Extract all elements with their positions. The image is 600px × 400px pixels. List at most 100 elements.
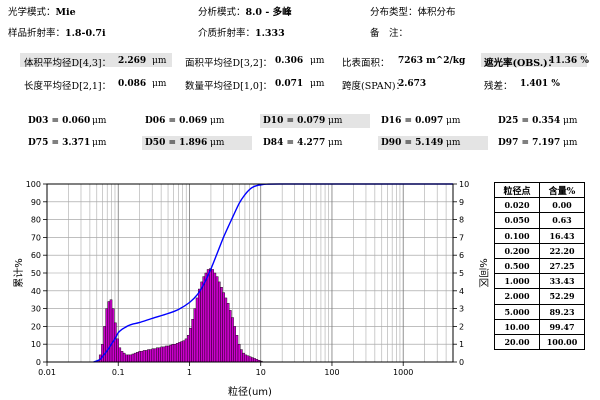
differential-bar — [186, 335, 190, 363]
y-tick-label: 20 — [31, 322, 41, 331]
d97-unit: μm — [563, 138, 578, 148]
d16-unit: μm — [446, 116, 461, 126]
y2-tick-label: 9 — [459, 198, 464, 207]
differential-bar — [235, 335, 239, 363]
differential-bar — [127, 354, 130, 363]
x-tick-label: 100 — [324, 368, 339, 377]
differential-bar — [206, 269, 210, 363]
d50-label: D50 = 1.896 — [145, 138, 208, 148]
differential-bar — [204, 272, 208, 363]
differential-bar — [200, 281, 203, 363]
content-cell: 0.00 — [539, 197, 585, 214]
particle-size-chart: 0 10 20 30 40 50 60 70 80 90 100 0 1 2 3 4 5 6 7 8 9 10 0.01… — [12, 180, 490, 398]
differential-bar — [142, 350, 146, 363]
analysis-mode-label: 分析模式： — [198, 7, 246, 18]
differential-bar — [107, 301, 111, 363]
differential-bar — [136, 352, 139, 363]
d03-unit: μm — [92, 116, 107, 126]
d25-unit: μm — [563, 116, 578, 126]
table-row: 20.00 100.00 — [494, 333, 585, 351]
differential-bar — [133, 352, 137, 363]
differential-bar — [131, 353, 135, 363]
y2-tick-label: 1 — [459, 340, 464, 349]
span-value: 2.673 — [398, 79, 427, 89]
table-header-row: 粒径点 含量% — [494, 181, 585, 199]
table-row: 5.000 89.23 — [494, 303, 585, 320]
y2-tick-label: 4 — [459, 287, 464, 296]
size-cell: 0.050 — [494, 212, 540, 229]
y2-tick-label: 7 — [459, 233, 464, 242]
y2-axis-ticks: 0 1 2 3 4 5 6 7 8 9 10 — [453, 180, 469, 367]
d43-label: 体积平均径D[4,3]： — [24, 58, 112, 69]
span-label: 跨度(SPAN)： — [342, 81, 406, 92]
differential-bar — [191, 319, 194, 363]
obs-label: 遮光率(OBS.)： — [484, 58, 558, 69]
differential-bar — [101, 344, 104, 363]
differential-bar — [248, 356, 252, 363]
content-cell: 27.25 — [539, 257, 585, 275]
differential-bar — [167, 345, 170, 363]
distribution-type-label: 分布类型： — [370, 7, 418, 18]
differential-bar — [244, 354, 248, 363]
differential-bar — [147, 349, 150, 363]
differential-bar — [120, 351, 124, 363]
differential-bar — [125, 354, 128, 363]
size-cell: 2.000 — [494, 288, 540, 305]
differential-bar — [242, 352, 245, 363]
col-content-header: 含量% — [539, 181, 585, 199]
d32-unit: μm — [310, 56, 325, 66]
ssa-value: 7263 m^2/kg — [398, 56, 466, 66]
differential-bar — [224, 297, 228, 363]
y-tick-label: 70 — [31, 233, 41, 242]
d10mean-label: 数量平均径D[1,0]： — [185, 81, 273, 92]
differential-bar — [103, 326, 106, 363]
residual-value: 1.401 % — [520, 79, 560, 89]
d21-label: 长度平均径D[2,1]： — [24, 81, 112, 92]
differential-bar — [251, 357, 254, 363]
y2-tick-label: 10 — [459, 180, 469, 189]
d43-shade — [20, 53, 172, 67]
differential-bar — [233, 326, 236, 363]
table-row: 0.100 16.43 — [494, 227, 585, 244]
medium-ri-label: 介质折射率： — [198, 28, 256, 39]
d43-unit: μm — [152, 56, 167, 66]
d10-unit: μm — [328, 116, 343, 126]
d10-shade — [260, 114, 370, 128]
residual-label: 残差： — [484, 81, 513, 92]
x-axis-label: 粒径(um) — [228, 385, 272, 398]
content-cell: 99.47 — [539, 318, 585, 335]
differential-bar — [164, 345, 168, 363]
size-cell: 10.00 — [494, 318, 540, 335]
differential-bar — [178, 342, 181, 363]
differential-bar — [253, 358, 256, 363]
d10mean-unit: μm — [310, 79, 325, 89]
size-cell: 20.00 — [494, 333, 540, 351]
table-row: 10.00 99.47 — [494, 318, 585, 335]
differential-bar — [246, 355, 250, 363]
d32-value: 0.306 — [275, 56, 304, 66]
size-cell: 0.500 — [494, 257, 540, 275]
differential-bar — [180, 341, 183, 363]
x-tick-label: 0.01 — [38, 368, 56, 377]
differential-bar — [213, 272, 217, 363]
content-cell: 100.00 — [539, 333, 585, 351]
y-tick-label: 60 — [31, 251, 41, 260]
size-cell: 0.200 — [494, 242, 540, 259]
differential-bar — [202, 276, 206, 363]
distribution-type-value: 体积分布 — [417, 7, 456, 18]
optical-model-value: Mie — [55, 7, 76, 18]
x-tick-label: 1000 — [393, 368, 413, 377]
differential-bar — [156, 347, 159, 363]
table-row: 0.050 0.63 — [494, 212, 585, 229]
y2-axis-label: %间区 — [477, 258, 490, 288]
sample-ri-field: 样品折射率：1.8-0.7i — [8, 25, 106, 39]
d97-label: D97 = 7.197 — [498, 138, 561, 148]
differential-bar — [158, 347, 161, 363]
differential-bar — [228, 310, 232, 363]
differential-bar — [175, 343, 179, 363]
size-cell: 0.020 — [494, 197, 540, 214]
d10mean-value: 0.071 — [275, 79, 304, 89]
differential-bar — [215, 276, 219, 363]
differential-bar — [149, 349, 153, 363]
d50-unit: μm — [210, 138, 225, 148]
